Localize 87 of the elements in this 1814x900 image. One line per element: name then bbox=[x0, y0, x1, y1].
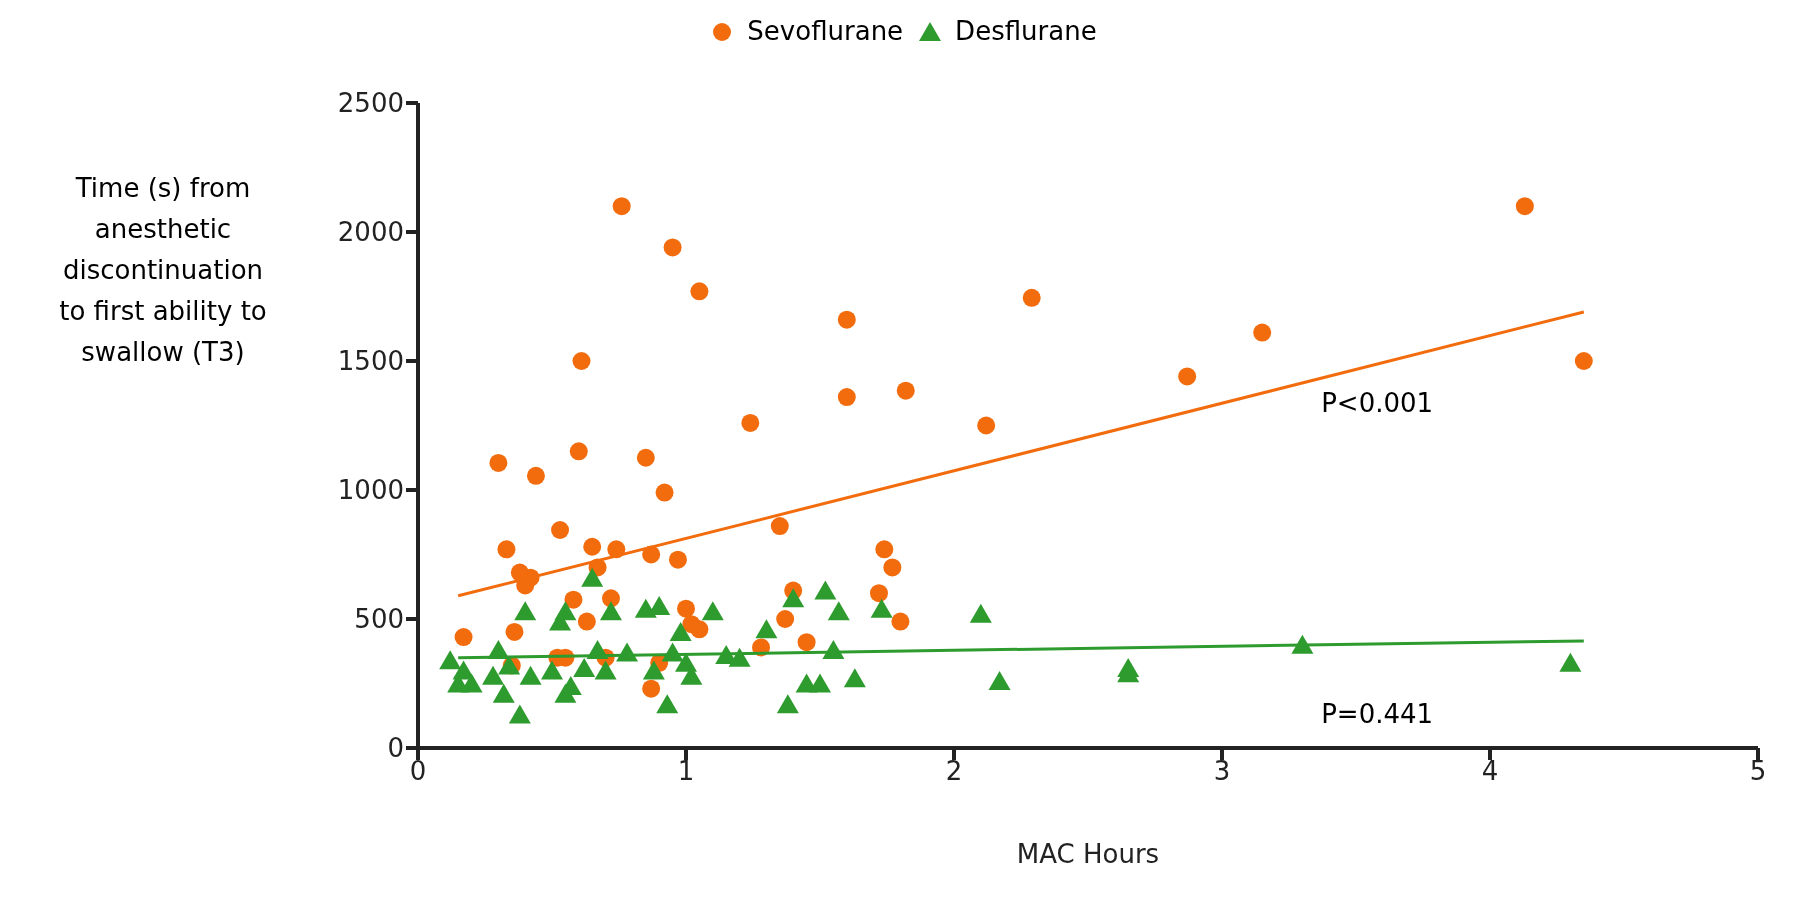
point bbox=[599, 601, 622, 621]
x-tick-label: 0 bbox=[409, 756, 427, 787]
point bbox=[569, 442, 588, 461]
point bbox=[519, 665, 542, 685]
point bbox=[1253, 323, 1272, 342]
legend-label: Desflurane bbox=[955, 16, 1097, 46]
point bbox=[809, 673, 831, 693]
point bbox=[1574, 352, 1593, 370]
point bbox=[797, 633, 816, 652]
point bbox=[636, 448, 655, 467]
point bbox=[573, 658, 596, 678]
point bbox=[896, 381, 915, 400]
x-tick-label: 1 bbox=[677, 756, 695, 787]
point bbox=[827, 601, 850, 621]
point bbox=[969, 603, 992, 623]
point bbox=[497, 540, 516, 559]
point bbox=[505, 622, 524, 641]
point bbox=[642, 660, 665, 680]
point bbox=[612, 197, 631, 216]
point bbox=[642, 679, 661, 698]
x-tick-label: 2 bbox=[945, 756, 963, 787]
point bbox=[776, 610, 795, 628]
point bbox=[439, 650, 462, 670]
point bbox=[677, 599, 695, 618]
point bbox=[782, 588, 805, 608]
point bbox=[701, 601, 724, 621]
point bbox=[814, 580, 837, 600]
point bbox=[454, 628, 473, 647]
point bbox=[460, 673, 483, 693]
point bbox=[875, 540, 894, 559]
point bbox=[977, 416, 996, 435]
point bbox=[1515, 197, 1534, 216]
point bbox=[891, 612, 910, 631]
point bbox=[988, 670, 1011, 690]
annotation: P<0.001 bbox=[1321, 388, 1434, 419]
point bbox=[564, 590, 583, 609]
x-axis-title: MAC Hours bbox=[1016, 839, 1160, 869]
point bbox=[843, 668, 866, 688]
point bbox=[541, 660, 563, 680]
point bbox=[870, 598, 893, 618]
point bbox=[514, 601, 537, 621]
point bbox=[728, 647, 751, 667]
point bbox=[492, 683, 515, 703]
point bbox=[583, 537, 602, 556]
y-tick-label: 0 bbox=[387, 733, 404, 764]
x-tick-label: 4 bbox=[1481, 756, 1499, 787]
point bbox=[690, 282, 709, 301]
point bbox=[755, 619, 778, 639]
point bbox=[770, 517, 789, 536]
annotation: P=0.441 bbox=[1321, 698, 1434, 729]
point bbox=[741, 413, 760, 432]
point bbox=[837, 310, 856, 329]
legend-label: Sevoflurane bbox=[747, 16, 904, 46]
point bbox=[577, 612, 596, 631]
y-tick-label: 1000 bbox=[337, 475, 404, 506]
point bbox=[508, 704, 531, 724]
point bbox=[869, 584, 888, 603]
point bbox=[690, 620, 709, 639]
point bbox=[489, 453, 508, 472]
point bbox=[554, 601, 577, 621]
point bbox=[663, 238, 682, 257]
point bbox=[1022, 288, 1041, 307]
point bbox=[482, 665, 505, 685]
y-tick-label: 2000 bbox=[337, 217, 404, 248]
point bbox=[668, 550, 687, 569]
point bbox=[655, 483, 674, 502]
point bbox=[572, 352, 591, 370]
point bbox=[594, 660, 617, 680]
point bbox=[581, 567, 604, 587]
point bbox=[648, 596, 671, 616]
point bbox=[551, 520, 570, 539]
y-tick-label: 2500 bbox=[337, 88, 404, 119]
point bbox=[656, 694, 679, 714]
y-tick-label: 500 bbox=[354, 604, 404, 635]
y-tick-label: 1500 bbox=[337, 346, 404, 377]
point bbox=[601, 589, 620, 608]
point bbox=[1117, 658, 1140, 678]
y-axis-title: Time (s) from anesthetic discontinuation to first ability to swallow (T3) bbox=[58, 172, 268, 369]
x-tick-label: 3 bbox=[1213, 756, 1231, 787]
point bbox=[883, 558, 902, 577]
point bbox=[526, 466, 545, 485]
point bbox=[837, 388, 856, 407]
x-tick-label: 5 bbox=[1749, 756, 1767, 787]
point bbox=[1559, 652, 1582, 672]
point bbox=[669, 621, 692, 641]
point bbox=[776, 694, 799, 714]
point bbox=[1178, 367, 1197, 386]
